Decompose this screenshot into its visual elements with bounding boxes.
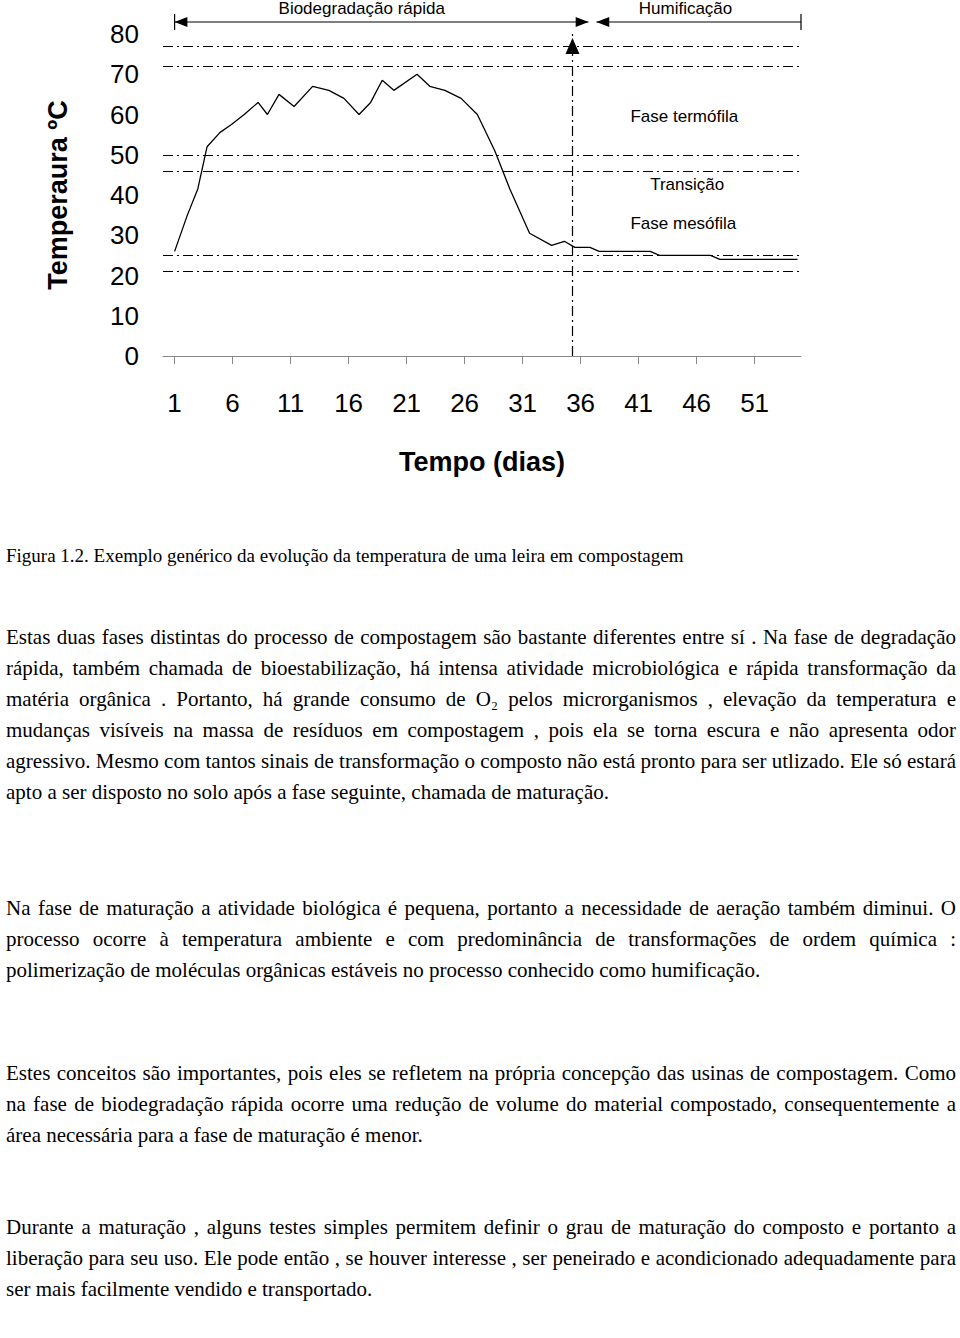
svg-text:30: 30: [110, 220, 139, 250]
svg-text:Temperaura ºC: Temperaura ºC: [43, 100, 73, 289]
svg-text:Biodegradação rápida: Biodegradação rápida: [279, 0, 446, 18]
html-text:Durante a maturação , alguns t: Durante a maturação , alguns testes simp…: [6, 1215, 956, 1301]
html-text:Figura 1.2. Exemplo genérico d: Figura 1.2. Exemplo genérico da evolução…: [6, 545, 684, 566]
svg-text:51: 51: [740, 388, 769, 418]
svg-text:10: 10: [110, 301, 139, 331]
svg-text:60: 60: [110, 100, 139, 130]
svg-text:11: 11: [277, 388, 304, 418]
html-text:Na fase de maturação a ativida: Na fase de maturação a atividade biológi…: [6, 896, 956, 982]
svg-text:31: 31: [508, 388, 537, 418]
svg-text:Fase mesófila: Fase mesófila: [630, 214, 736, 233]
svg-text:Transição: Transição: [650, 175, 724, 194]
svg-text:80: 80: [110, 19, 139, 49]
svg-text:26: 26: [450, 388, 479, 418]
svg-text:40: 40: [110, 180, 139, 210]
svg-text:1: 1: [167, 388, 181, 418]
html-text:Estes conceitos são importante: Estes conceitos são importantes, pois el…: [6, 1061, 956, 1147]
svg-text:70: 70: [110, 59, 139, 89]
svg-text:16: 16: [334, 388, 363, 418]
svg-text:36: 36: [566, 388, 595, 418]
svg-text:Fase termófila: Fase termófila: [630, 107, 738, 126]
svg-text:50: 50: [110, 140, 139, 170]
svg-text:41: 41: [624, 388, 653, 418]
svg-text:Humificação: Humificação: [639, 0, 733, 18]
svg-text:6: 6: [225, 388, 239, 418]
html-text:Estas duas fases distintas do: Estas duas fases distintas do processo d…: [6, 625, 956, 804]
svg-text:Tempo (dias): Tempo (dias): [399, 447, 565, 477]
svg-text:0: 0: [125, 341, 139, 371]
svg-text:21: 21: [392, 388, 421, 418]
svg-text:46: 46: [682, 388, 711, 418]
svg-text:20: 20: [110, 261, 139, 291]
